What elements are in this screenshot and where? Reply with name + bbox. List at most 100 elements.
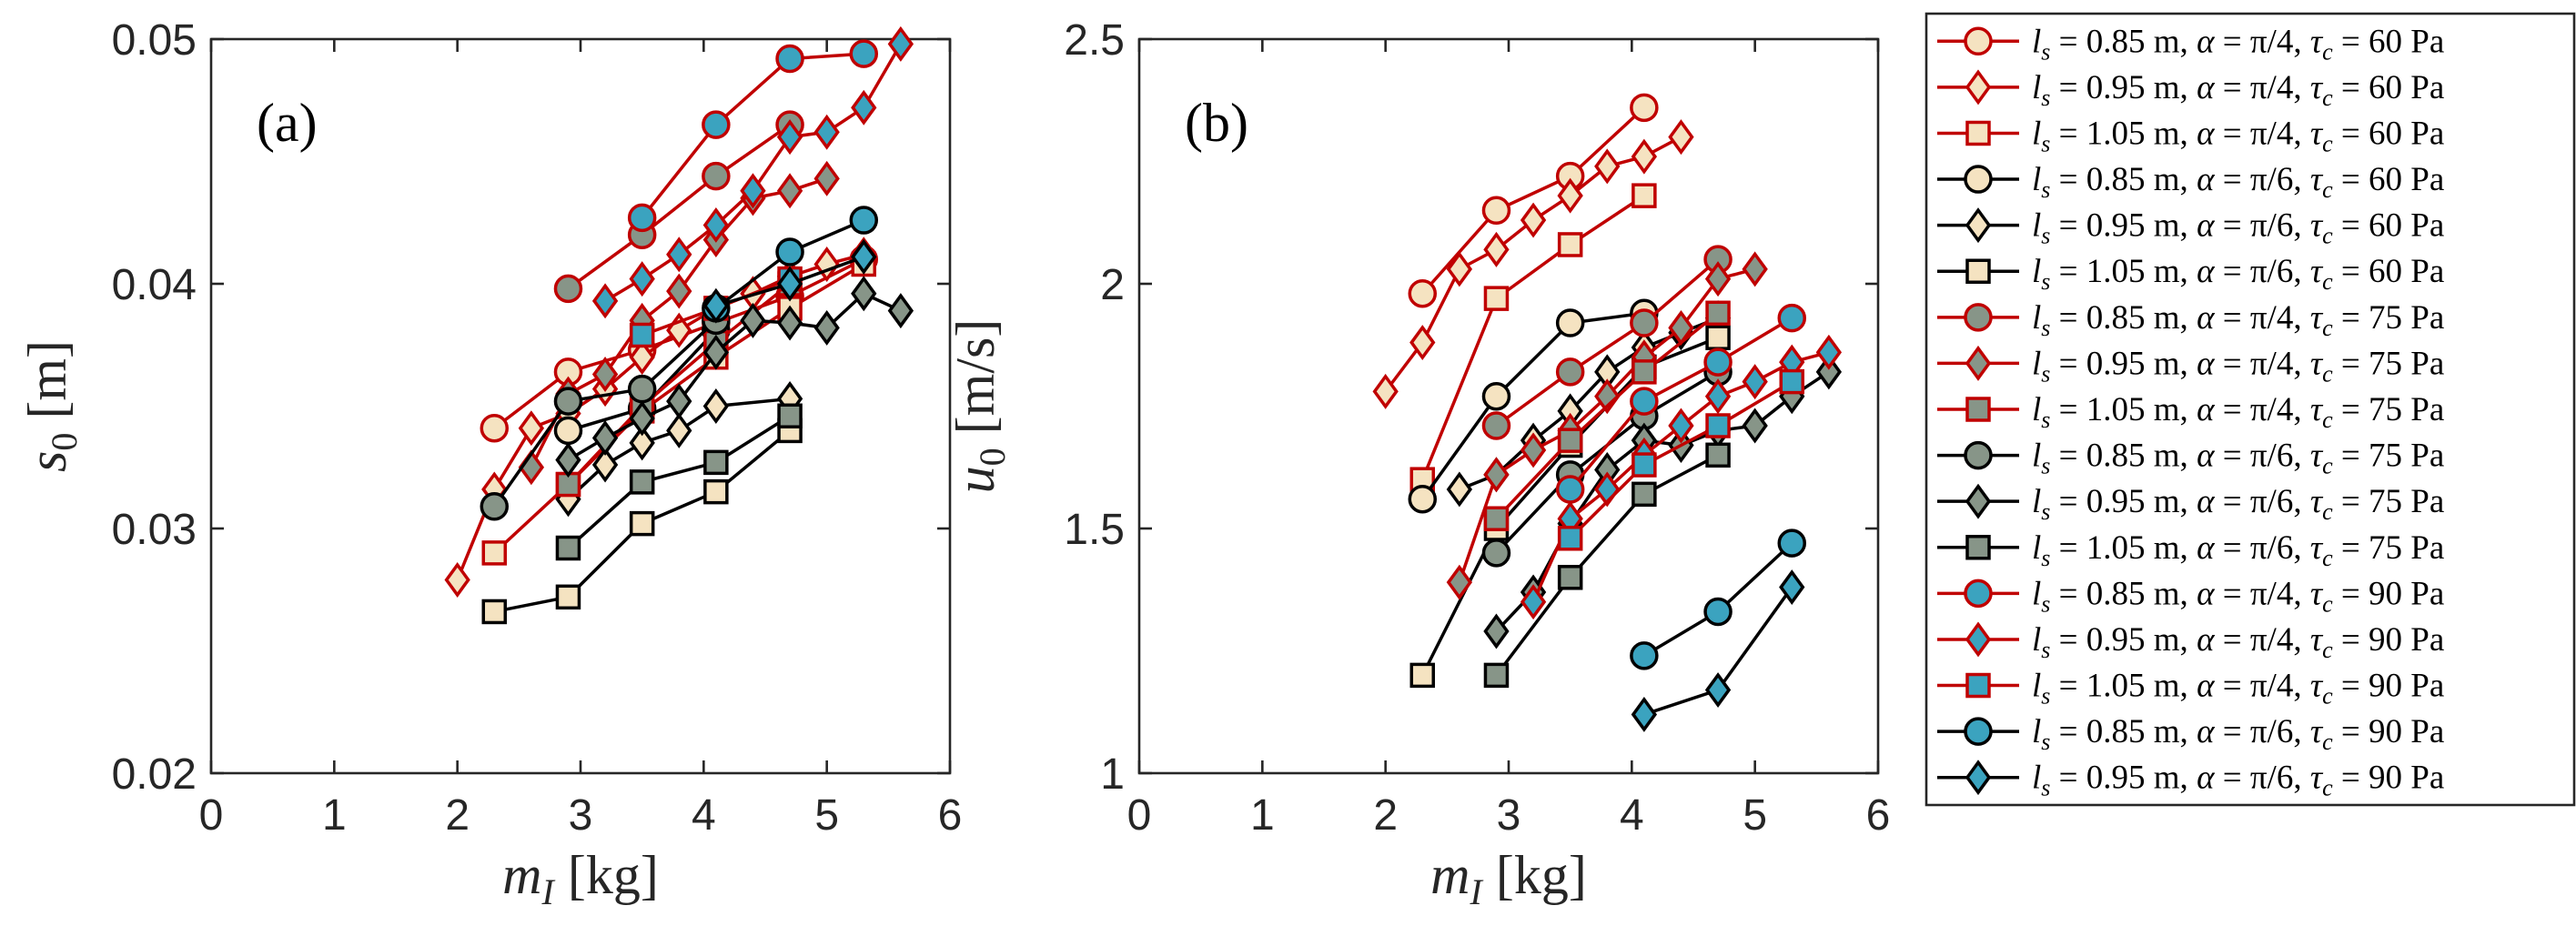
- data-point: [776, 305, 803, 341]
- data-point: [1409, 662, 1436, 689]
- data-point: [1446, 564, 1473, 600]
- data-point: [1483, 613, 1510, 649]
- data-point: [702, 206, 730, 243]
- data-point: [1705, 413, 1731, 438]
- data-point: [1483, 286, 1510, 311]
- data-point: [1520, 584, 1547, 620]
- data-point: [1555, 308, 1585, 337]
- panel-label: (a): [257, 93, 318, 153]
- data-point: [1815, 334, 1843, 370]
- data-point: [1631, 481, 1657, 508]
- x-tick-label: 1: [322, 791, 347, 840]
- legend-entry: ls = 0.95 m, α = π/4, τc = 60 Pa: [1937, 69, 2444, 111]
- data-point: [1777, 528, 1807, 558]
- data-point: [1408, 484, 1438, 514]
- data-point: [553, 274, 583, 304]
- data-point: [629, 469, 655, 495]
- data-point: [1703, 597, 1732, 627]
- series-line: [641, 52, 864, 219]
- legend-label: ls = 1.05 m, α = π/4, τc = 90 Pa: [2032, 668, 2444, 710]
- series-line: [1420, 311, 1645, 500]
- data-point: [480, 492, 510, 521]
- data-point: [776, 119, 803, 156]
- data-point: [1630, 308, 1659, 337]
- legend-marker: [1965, 258, 1991, 284]
- legend-label: ls = 0.95 m, α = π/6, τc = 75 Pa: [2032, 483, 2444, 525]
- data-point: [480, 413, 510, 443]
- data-point: [1705, 300, 1731, 327]
- legend-marker: [1965, 397, 1991, 422]
- y-tick-label: 2: [1100, 261, 1125, 309]
- data-point: [1742, 364, 1768, 400]
- legend-entry: ls = 1.05 m, α = π/4, τc = 90 Pa: [1937, 668, 2444, 710]
- data-point: [851, 276, 877, 312]
- series-13: [591, 25, 914, 319]
- data-point: [627, 203, 657, 233]
- data-point: [1631, 696, 1658, 732]
- legend-marker: [1965, 760, 1992, 796]
- y-tick-label: 0.05: [112, 16, 197, 65]
- data-point: [702, 287, 730, 324]
- panel-a-chart: 0 1 2 3 4 5 6 0.02 0.03 0.04 0.05 mI [kg] s0 [m] (a): [17, 16, 962, 912]
- data-point: [813, 114, 840, 150]
- series-2: [1409, 183, 1657, 492]
- data-point: [1557, 177, 1583, 214]
- y-axis-label: s0 [m]: [17, 340, 85, 472]
- legend-entry: ls = 1.05 m, α = π/6, τc = 75 Pa: [1937, 529, 2444, 571]
- data-point: [887, 25, 914, 62]
- series-line: [1420, 194, 1645, 480]
- legend-label: ls = 0.95 m, α = π/4, τc = 60 Pa: [2032, 69, 2444, 111]
- legend-label: ls = 1.05 m, α = π/4, τc = 75 Pa: [2032, 391, 2444, 433]
- legend-marker: [1965, 621, 1992, 658]
- x-tick-label: 0: [199, 791, 224, 840]
- legend-label: ls = 0.95 m, α = π/4, τc = 90 Pa: [2032, 621, 2444, 663]
- data-point: [1704, 261, 1732, 297]
- series-line: [1495, 453, 1719, 677]
- legend-marker: [1965, 483, 1992, 519]
- y-axis-label: u0 [m/s]: [945, 319, 1013, 494]
- series-line: [1495, 257, 1720, 428]
- x-tick-label: 2: [1373, 791, 1398, 840]
- legend-marker: [1964, 579, 1993, 609]
- data-point: [1631, 359, 1657, 385]
- x-tick-label: 5: [1743, 791, 1767, 840]
- x-tick-label: 1: [1250, 791, 1275, 840]
- series-0: [1408, 93, 1659, 308]
- legend-entry: ls = 0.95 m, α = π/6, τc = 60 Pa: [1937, 207, 2444, 249]
- data-point: [1481, 381, 1511, 411]
- data-point: [1779, 569, 1805, 606]
- series-8: [1483, 300, 1731, 531]
- data-point: [1446, 471, 1473, 508]
- legend-entry: ls = 0.85 m, α = π/4, τc = 90 Pa: [1937, 575, 2444, 617]
- legend-marker: [1965, 69, 1992, 106]
- data-point: [740, 302, 766, 338]
- series-11: [555, 403, 803, 561]
- legend-label: ls = 0.95 m, α = π/6, τc = 90 Pa: [2032, 760, 2444, 801]
- series-4: [555, 380, 803, 518]
- legend-entry: ls = 1.05 m, α = π/4, τc = 75 Pa: [1937, 391, 2444, 433]
- x-tick-label: 4: [692, 791, 716, 840]
- legend-marker: [1965, 345, 1992, 381]
- data-point: [481, 540, 508, 566]
- data-point: [776, 173, 803, 209]
- data-point: [1668, 119, 1694, 156]
- data-point: [1446, 251, 1473, 287]
- data-point: [1483, 457, 1510, 493]
- data-point: [1631, 138, 1658, 175]
- series-line: [1495, 311, 1720, 520]
- data-point: [702, 388, 730, 424]
- data-point: [555, 584, 581, 610]
- legend-box: [1924, 12, 2576, 807]
- data-point: [1481, 411, 1511, 440]
- data-point: [1815, 354, 1843, 390]
- data-point: [776, 266, 803, 302]
- data-point: [1630, 641, 1659, 670]
- series-line: [1569, 317, 1793, 491]
- data-point: [702, 110, 731, 139]
- data-point: [629, 322, 655, 348]
- data-point: [813, 160, 840, 196]
- series-line: [567, 414, 791, 549]
- series-11: [1483, 442, 1731, 689]
- data-point: [553, 416, 583, 446]
- y-tick-label: 0.03: [112, 506, 197, 554]
